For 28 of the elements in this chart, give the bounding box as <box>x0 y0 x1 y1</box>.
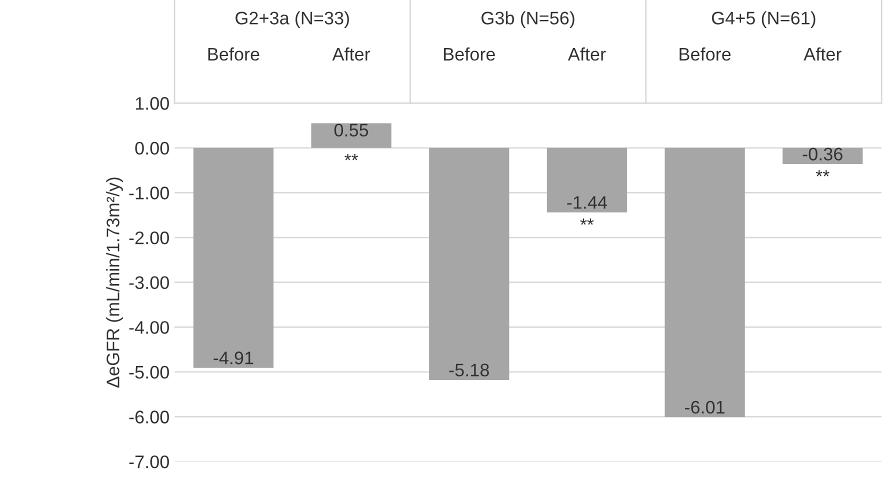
annotation: ** <box>344 154 358 160</box>
y-tick-label: -4.00 <box>129 321 169 334</box>
x-tick-label: Before <box>444 47 495 61</box>
data-label: -5.18 <box>449 364 489 376</box>
text: G2+3a (N=33) <box>236 11 349 28</box>
text: G3b (N=56) <box>482 11 574 28</box>
x-tick-label: After <box>568 47 606 61</box>
y-tick-label: -1.00 <box>129 186 169 200</box>
x-tick-label: Before <box>680 47 731 61</box>
y-tick-label: -5.00 <box>129 366 169 379</box>
data-label: -0.36 <box>802 148 842 160</box>
x-tick-label: Before <box>208 47 260 61</box>
data-label: -4.91 <box>214 352 254 364</box>
y-tick-label: 0.00 <box>135 142 169 155</box>
text: G4+5 (N=61) <box>712 11 816 28</box>
x-tick-label: After <box>332 47 370 61</box>
y-axis-title: ΔeGFR (mL/min/1.73m²/y) <box>106 178 123 388</box>
y-tick-label: -7.00 <box>129 455 169 468</box>
y-tick-label: -6.00 <box>129 410 169 424</box>
y-tick-label: -3.00 <box>129 276 169 290</box>
annotation: ** <box>816 170 830 176</box>
y-tick-label: 1.00 <box>136 97 169 110</box>
data-label: 0.55 <box>334 124 368 137</box>
data-label: -6.01 <box>685 400 725 414</box>
x-tick-label: After <box>804 47 842 61</box>
annotation: ** <box>580 218 594 225</box>
y-tick-label: -2.00 <box>129 231 169 244</box>
data-label: -1.44 <box>567 196 608 209</box>
